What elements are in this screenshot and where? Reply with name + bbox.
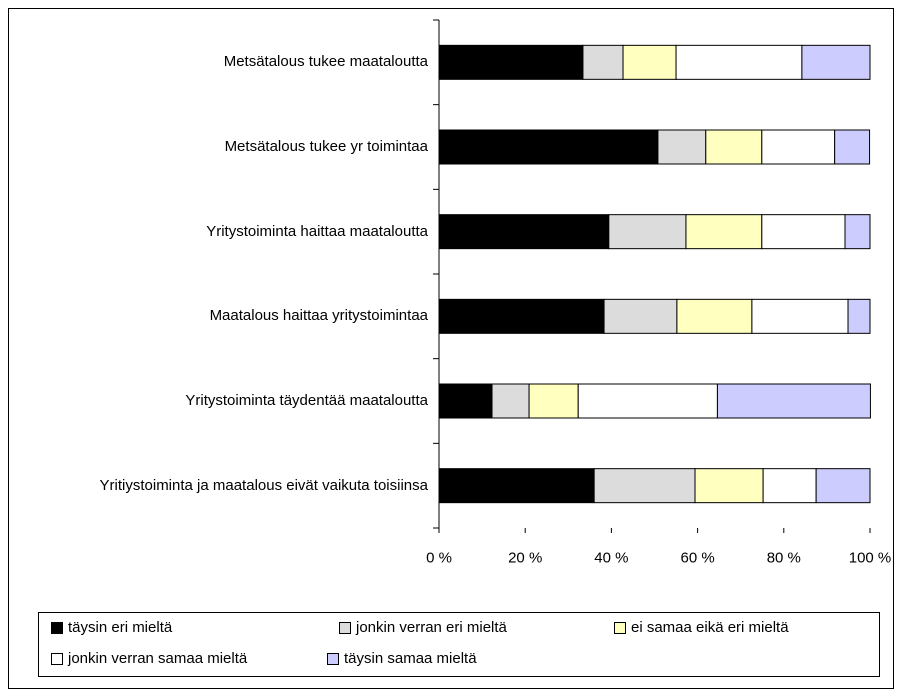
bar-segment — [582, 44, 624, 80]
bar-segment — [847, 298, 871, 334]
bar-segment — [438, 44, 584, 80]
bar-segment — [676, 298, 753, 334]
bar-segment — [438, 129, 659, 165]
legend-item: täysin samaa mieltä — [327, 650, 477, 667]
bar-segment — [834, 129, 871, 165]
bar-segment — [761, 214, 846, 250]
bar-segment — [844, 214, 871, 250]
chart-frame — [8, 8, 894, 689]
legend-swatch — [339, 621, 351, 634]
bar-segment — [577, 383, 718, 419]
bar-segment — [762, 468, 817, 504]
bar-segment — [694, 468, 764, 504]
bar-segment — [705, 129, 763, 165]
category-label: Yritystoiminta haittaa maataloutta — [206, 222, 428, 240]
legend-swatch — [51, 652, 63, 665]
x-tick-label: 60 % — [680, 549, 715, 567]
bar-segment — [716, 383, 871, 419]
x-tick-label: 0 % — [426, 549, 452, 567]
bar-segment — [438, 214, 610, 250]
legend-label: jonkin verran samaa mieltä — [68, 650, 248, 667]
category-label: Metsätalous tukee yr toimintaa — [224, 138, 428, 155]
bar-segment — [491, 383, 530, 419]
bar-segment — [685, 214, 763, 250]
category-label: Yritystoiminta täydentää maataloutta — [185, 392, 428, 409]
bar-segment — [438, 383, 493, 419]
bar-segment — [815, 468, 871, 504]
bar-segment — [751, 298, 849, 334]
bar-segment — [528, 383, 579, 419]
legend: täysin eri mieltä jonkin verran eri mielt… — [38, 612, 880, 677]
x-tick-label: 100 % — [848, 549, 892, 567]
x-tick-label: 80 % — [766, 549, 801, 567]
x-tick-label: 20 % — [508, 549, 543, 567]
legend-item: jonkin verran samaa mieltä — [51, 650, 247, 667]
legend-swatch — [327, 652, 339, 665]
legend-label: ei samaa eikä eri mieltä — [631, 619, 789, 636]
legend-label: täysin eri mieltä — [68, 619, 173, 636]
bar-segment — [801, 44, 871, 80]
bar-segment — [438, 468, 595, 504]
bar-segment — [603, 298, 678, 334]
bar-segment — [657, 129, 707, 165]
bar-segment — [438, 298, 605, 334]
legend-item: ei samaa eikä eri mieltä — [614, 619, 789, 636]
bar-segment — [593, 468, 696, 504]
bar-segment — [608, 214, 687, 250]
legend-label: jonkin verran eri mieltä — [356, 619, 507, 636]
category-label: Maatalous haittaa yritystoimintaa — [209, 307, 428, 325]
category-label: Yritiystoiminta ja maatalous eivät vaiku… — [99, 476, 428, 494]
bar-segment — [622, 44, 677, 80]
legend-item: jonkin verran eri mieltä — [339, 619, 507, 636]
x-tick-label: 40 % — [594, 549, 629, 567]
bar-segment — [675, 44, 803, 80]
legend-item: täysin eri mieltä — [51, 619, 172, 636]
legend-label: täysin samaa mieltä — [344, 650, 477, 667]
legend-swatch — [614, 621, 626, 634]
legend-swatch — [51, 621, 63, 634]
bar-segment — [761, 129, 836, 165]
category-label: Metsätalous tukee maataloutta — [223, 53, 428, 71]
